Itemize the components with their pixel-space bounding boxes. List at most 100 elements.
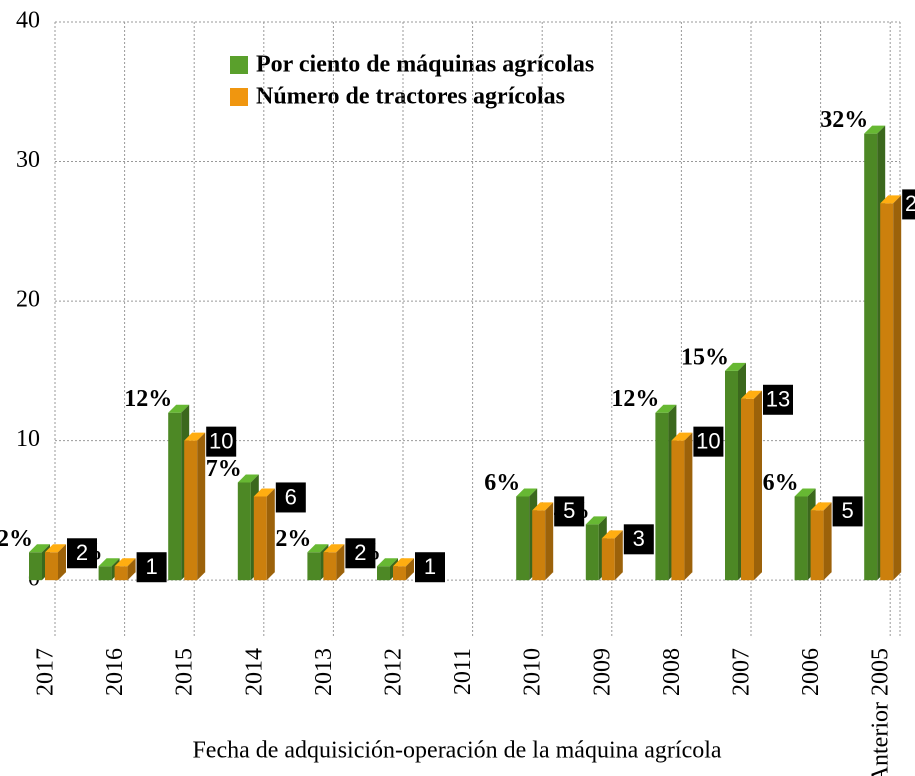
bar bbox=[741, 398, 754, 581]
data-label: 27 bbox=[905, 191, 915, 216]
bar bbox=[168, 412, 182, 581]
bar-side bbox=[893, 195, 902, 581]
x-tick-label: 2007 bbox=[729, 648, 755, 696]
x-tick-label: 2006 bbox=[798, 648, 824, 696]
bar-side bbox=[336, 544, 345, 581]
data-label: 12% bbox=[611, 386, 659, 412]
bar-top bbox=[393, 558, 414, 567]
data-label-box bbox=[136, 552, 167, 583]
x-tick-label: 2017 bbox=[33, 648, 59, 696]
plot: 0102030402017201620152014201320122011201… bbox=[0, 8, 915, 776]
x-tick-label: 2012 bbox=[381, 648, 407, 696]
bar-side bbox=[58, 544, 66, 581]
y-tick-label: 30 bbox=[16, 147, 40, 173]
y-tick-label: 40 bbox=[16, 8, 40, 34]
data-label: 12% bbox=[124, 386, 172, 412]
bar bbox=[393, 566, 406, 581]
bar bbox=[585, 524, 599, 581]
bar-top bbox=[516, 488, 538, 497]
bar-top bbox=[810, 502, 832, 511]
bar bbox=[98, 566, 112, 581]
bar-top bbox=[601, 530, 623, 539]
data-label-box bbox=[275, 482, 306, 513]
bar-top bbox=[98, 558, 120, 567]
bar bbox=[671, 440, 685, 581]
bar-top bbox=[114, 558, 136, 567]
bar-top bbox=[253, 488, 275, 497]
bar-side bbox=[684, 432, 693, 581]
x-tick-label: 2013 bbox=[311, 648, 337, 696]
data-label-box bbox=[554, 496, 585, 527]
bar bbox=[655, 412, 669, 581]
bar bbox=[253, 496, 267, 581]
data-label: 5 bbox=[841, 498, 853, 523]
bar-side bbox=[545, 502, 554, 581]
data-label-box bbox=[832, 496, 863, 527]
data-label-box bbox=[415, 552, 445, 583]
bar bbox=[237, 482, 251, 581]
bar-top bbox=[655, 404, 677, 413]
legend-label: Por ciento de máquinas agrícolas bbox=[256, 52, 594, 78]
data-label: 13 bbox=[766, 387, 790, 412]
bar bbox=[725, 370, 738, 581]
legend-swatch bbox=[230, 88, 248, 106]
bar-side bbox=[614, 530, 623, 581]
x-tick-label: 2016 bbox=[102, 648, 128, 696]
data-label: 10 bbox=[209, 428, 233, 453]
x-tick-label: 2010 bbox=[520, 648, 546, 696]
bar bbox=[114, 566, 128, 581]
y-tick-label: 20 bbox=[16, 287, 40, 313]
data-label: 6% bbox=[763, 470, 799, 496]
legend-swatch bbox=[230, 56, 248, 74]
data-label-box bbox=[623, 524, 654, 555]
data-label: 2 bbox=[76, 540, 88, 565]
bar-top bbox=[237, 474, 259, 483]
data-label: 6 bbox=[285, 484, 297, 509]
bar bbox=[184, 440, 198, 581]
data-label: 3 bbox=[633, 526, 645, 551]
bar bbox=[601, 538, 615, 581]
bar-top bbox=[585, 516, 607, 525]
bar-side bbox=[754, 390, 762, 581]
bar bbox=[864, 133, 878, 581]
bar-top bbox=[168, 404, 190, 413]
bar-top bbox=[377, 558, 398, 567]
data-label: 15% bbox=[681, 344, 729, 370]
bar bbox=[880, 203, 894, 581]
bar-side bbox=[127, 558, 136, 581]
data-label-box bbox=[345, 538, 376, 569]
bar-top bbox=[725, 362, 746, 371]
x-axis-label: Fecha de adquisición-operación de la máq… bbox=[192, 738, 721, 764]
bar-top bbox=[45, 544, 66, 553]
x-tick-label: 2009 bbox=[589, 648, 615, 696]
data-label: 1 bbox=[145, 554, 157, 579]
bar-side bbox=[197, 432, 206, 581]
bar-side bbox=[823, 502, 832, 581]
bar-side bbox=[406, 558, 414, 581]
bar-top bbox=[307, 544, 329, 553]
bar bbox=[45, 552, 58, 581]
bar bbox=[307, 552, 321, 581]
data-label-box bbox=[693, 426, 724, 457]
bar-top bbox=[671, 432, 693, 441]
legend-label: Número de tractores agrícolas bbox=[256, 84, 565, 110]
y-tick-label: 10 bbox=[16, 426, 40, 452]
bar bbox=[323, 552, 337, 581]
bar bbox=[532, 510, 546, 581]
bar-top bbox=[741, 390, 762, 399]
bar bbox=[29, 552, 42, 581]
data-label: 1 bbox=[424, 554, 436, 579]
data-label: 32% bbox=[820, 107, 868, 133]
bar bbox=[810, 510, 824, 581]
data-label: 5 bbox=[563, 498, 575, 523]
data-label: 6% bbox=[484, 470, 520, 496]
bar-top bbox=[794, 488, 816, 497]
data-label-box bbox=[206, 426, 237, 457]
bar-top bbox=[323, 544, 345, 553]
bar bbox=[516, 496, 530, 581]
bar-top bbox=[532, 502, 554, 511]
x-tick-label: 2011 bbox=[450, 648, 476, 695]
bar-top bbox=[29, 544, 50, 553]
bar bbox=[794, 496, 808, 581]
data-label: 2% bbox=[275, 526, 311, 552]
